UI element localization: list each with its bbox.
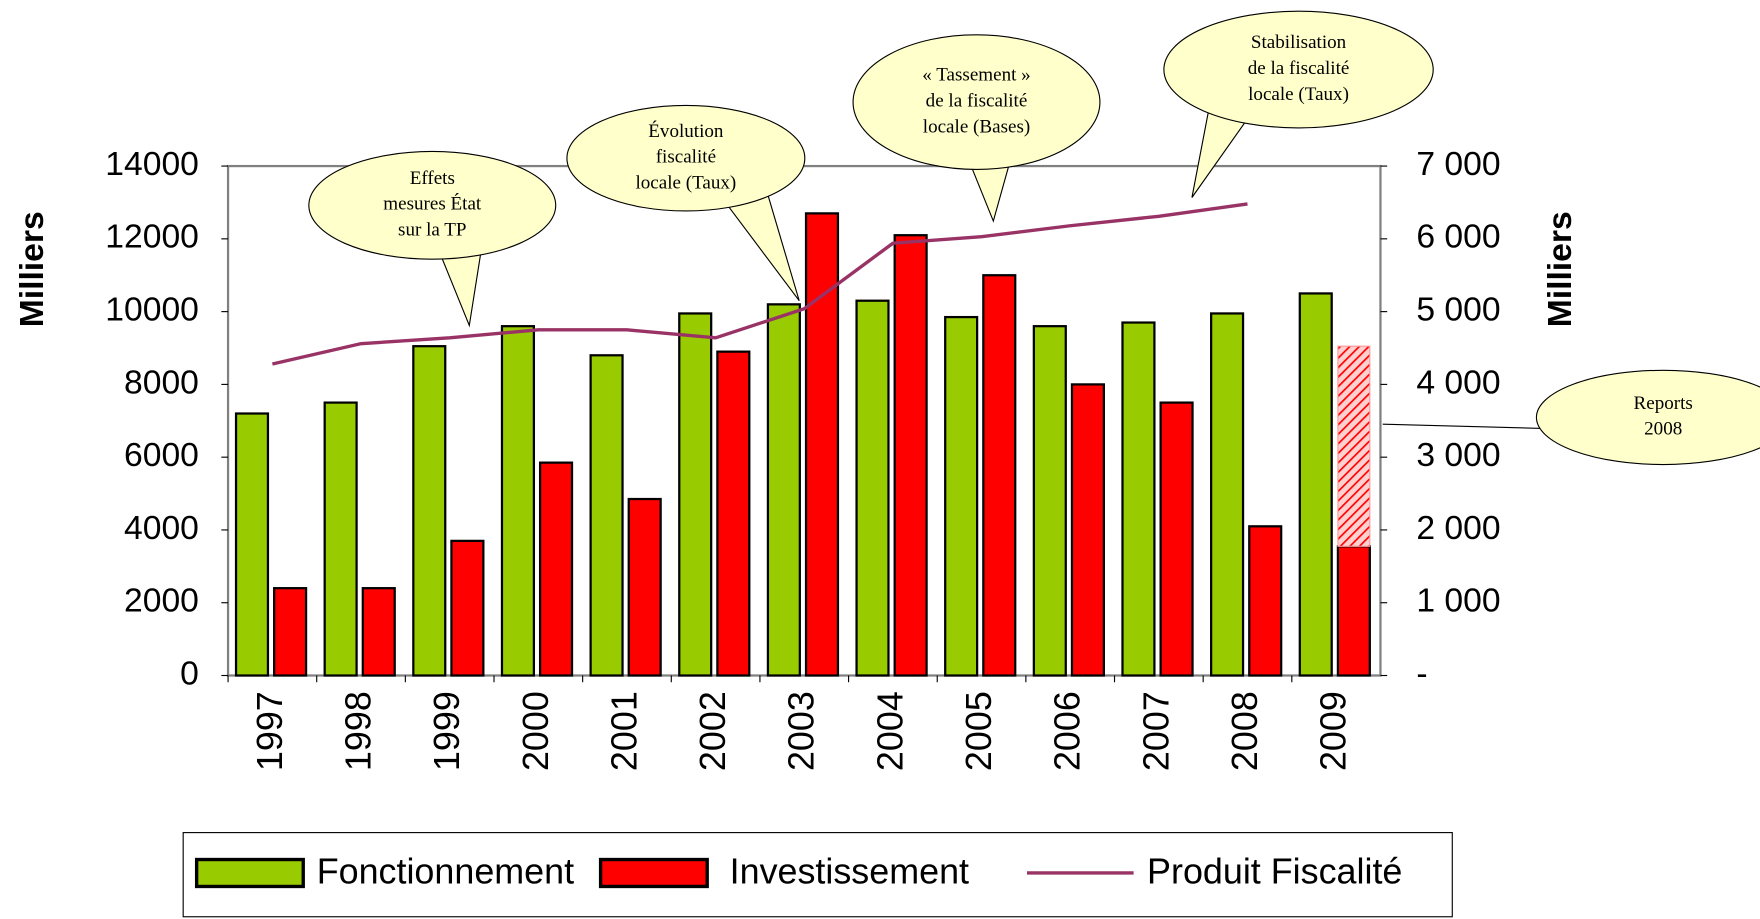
bar	[855, 299, 890, 677]
legend-swatch	[194, 857, 305, 889]
y-tick-label: 6000	[124, 437, 199, 474]
callout-text: Reports	[1634, 393, 1693, 414]
y-tick-label: 12000	[105, 219, 199, 256]
callout: Effets mesures État sur la TP	[308, 150, 557, 328]
bar	[1032, 325, 1067, 677]
callout-text: Évolution	[648, 120, 724, 142]
bar	[893, 234, 928, 677]
y2-tick-label: 5 000	[1416, 292, 1500, 329]
x-tick-label: 2005	[959, 691, 999, 771]
y2-tick-label: 4 000	[1416, 364, 1500, 401]
y-axis-label: Milliers	[14, 211, 51, 327]
x-tick-label: 2007	[1136, 691, 1176, 771]
y2-axis-label: Milliers	[1542, 211, 1579, 327]
callout-tail-fill	[432, 205, 482, 253]
line-series	[272, 202, 1248, 366]
y2-tick-label: -	[1416, 655, 1427, 692]
x-tick-label: 1998	[339, 691, 379, 771]
callout: Stabilisation de la fiscalité locale (Taux…	[1163, 10, 1434, 198]
bar	[323, 401, 358, 677]
bar	[1121, 321, 1156, 677]
legend-box	[182, 832, 1453, 918]
bar	[412, 345, 447, 677]
bar	[627, 497, 662, 677]
callout-text: locale (Taux)	[1248, 84, 1349, 105]
callout-tail-fill	[685, 158, 762, 205]
x-tick-label: 2008	[1225, 691, 1265, 771]
x-tick-label: 2002	[693, 691, 733, 771]
bar	[500, 325, 536, 677]
bar	[273, 587, 308, 677]
callout-text: de la fiscalité	[926, 90, 1028, 111]
x-tick-label: 1997	[250, 691, 290, 771]
x-tick-label: 2001	[604, 691, 644, 771]
x-tick-label: 2004	[870, 691, 910, 771]
callout-tail-fill	[969, 102, 1011, 159]
bar	[766, 303, 801, 677]
bar	[678, 312, 713, 677]
x-tick-label: 2003	[782, 691, 822, 771]
callout-text: mesures État	[383, 193, 482, 215]
y-tick-label: 10000	[105, 292, 199, 329]
bar	[538, 461, 574, 677]
x-tick-label: 2000	[516, 691, 556, 771]
reports-segment	[1337, 345, 1371, 547]
callout-text: fiscalité	[656, 147, 716, 168]
callout-bubble	[1535, 369, 1760, 466]
legend-label: Investissement	[730, 852, 969, 892]
plot-border	[226, 164, 1382, 677]
y-tick-label: 2000	[124, 583, 199, 620]
legend-label: Produit Fiscalité	[1147, 852, 1402, 892]
callout-text: de la fiscalité	[1248, 58, 1350, 79]
callout-text: Stabilisation	[1251, 32, 1347, 53]
bar	[1298, 292, 1333, 677]
callout-tail-fill	[1213, 69, 1299, 119]
x-tick-label: 1999	[427, 691, 467, 771]
bar	[589, 354, 624, 677]
bar	[450, 539, 485, 677]
callout: Évolution fiscalité locale (Taux)	[566, 104, 806, 302]
callout-text: locale (Taux)	[635, 172, 736, 193]
bar	[361, 587, 396, 677]
bar	[1070, 383, 1106, 677]
bar	[1210, 312, 1245, 677]
reports-pointer	[1382, 423, 1552, 430]
callout-text: sur la TP	[398, 220, 466, 241]
callout: Reports 2008	[1535, 369, 1760, 466]
y-tick-label: 0	[180, 655, 199, 692]
bar	[804, 212, 840, 677]
bar	[1159, 401, 1194, 677]
x-tick-label: 2006	[1048, 691, 1088, 771]
x-tick-label: 2009	[1314, 691, 1354, 771]
y-tick-label: 14000	[105, 146, 199, 183]
bar	[1336, 545, 1371, 677]
callout-text: locale (Bases)	[923, 116, 1030, 137]
callout-text: « Tassement »	[922, 65, 1030, 86]
y-tick-label: 4000	[124, 510, 199, 547]
y2-tick-label: 7 000	[1416, 146, 1500, 183]
bar	[234, 412, 270, 677]
bar	[716, 350, 751, 677]
legend-swatch	[598, 857, 709, 889]
y2-tick-label: 1 000	[1416, 583, 1500, 620]
callout-text: Effets	[410, 168, 455, 189]
legend-label: Fonctionnement	[317, 852, 574, 892]
y-tick-label: 8000	[124, 364, 199, 401]
y2-tick-label: 6 000	[1416, 219, 1500, 256]
y2-tick-label: 2 000	[1416, 510, 1500, 547]
callout: « Tassement » de la fiscalité locale (Base…	[852, 34, 1101, 223]
bar	[982, 274, 1017, 677]
bar	[1248, 525, 1283, 677]
y2-tick-label: 3 000	[1416, 437, 1500, 474]
callout-text: 2008	[1644, 419, 1682, 440]
bar	[944, 315, 979, 677]
